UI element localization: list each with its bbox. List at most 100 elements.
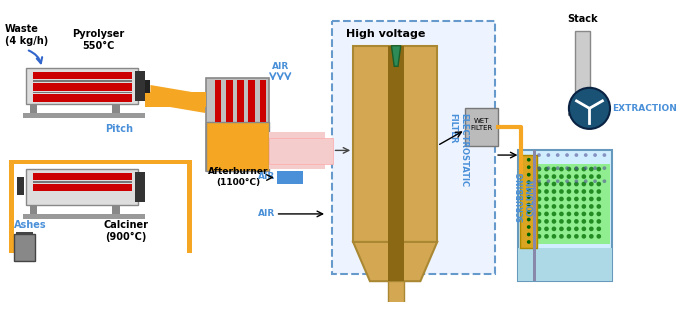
Circle shape [574,189,579,194]
Bar [249,80,255,122]
Circle shape [559,174,564,179]
Bar [26,68,139,104]
Circle shape [581,197,586,201]
Text: WET
FILTER: WET FILTER [470,118,492,131]
Circle shape [544,204,549,209]
Circle shape [581,167,586,171]
Text: SCRUBBING
COLUMN: SCRUBBING COLUMN [516,172,536,222]
Circle shape [581,212,586,216]
Text: Stack: Stack [568,14,598,24]
Circle shape [589,182,593,186]
Bar [26,169,139,205]
Circle shape [584,179,587,183]
Circle shape [566,197,571,201]
Circle shape [581,204,586,209]
Text: EXTRACTION: EXTRACTION [612,104,677,113]
Bar [23,214,145,219]
Circle shape [536,167,541,171]
Circle shape [544,189,549,194]
Bar [206,77,269,171]
Bar [33,72,132,79]
Bar [269,132,325,169]
Text: Waste
(4 kg/h): Waste (4 kg/h) [5,24,48,46]
Circle shape [556,179,559,183]
Circle shape [596,234,601,239]
Bar [33,173,132,180]
Circle shape [593,153,597,157]
Circle shape [551,212,556,216]
Text: AIR: AIR [258,209,276,218]
Circle shape [537,166,541,170]
Circle shape [537,153,541,157]
Circle shape [574,219,579,224]
Bar [145,80,151,93]
Bar [581,91,592,108]
Bar [33,184,132,192]
Bar [388,281,405,305]
Circle shape [551,174,556,179]
Circle shape [527,240,530,244]
Bar [465,108,498,146]
Bar [30,104,37,113]
Circle shape [559,234,564,239]
Circle shape [581,227,586,231]
Bar [259,80,266,122]
Bar [33,181,132,183]
Circle shape [574,227,579,231]
Circle shape [589,219,593,224]
Circle shape [581,182,586,186]
Circle shape [544,197,549,201]
Circle shape [596,197,601,201]
Circle shape [551,219,556,224]
Circle shape [565,179,569,183]
Circle shape [544,182,549,186]
Bar [215,80,221,122]
Bar [331,22,495,274]
Circle shape [536,197,541,201]
Circle shape [566,174,571,179]
Circle shape [574,212,579,216]
Text: Ashes: Ashes [14,221,47,231]
Circle shape [596,204,601,209]
Circle shape [527,158,530,162]
Circle shape [589,174,593,179]
Polygon shape [353,242,437,281]
Circle shape [544,227,549,231]
Circle shape [566,212,571,216]
Text: Pitch: Pitch [105,124,134,134]
Circle shape [589,204,593,209]
Circle shape [527,188,530,192]
Bar [135,172,145,202]
Polygon shape [151,85,206,113]
Circle shape [536,174,541,179]
Circle shape [536,204,541,209]
Bar [187,160,191,253]
Polygon shape [391,46,401,66]
Circle shape [536,189,541,194]
Text: ELECTROSTATIC
FILTER: ELECTROSTATIC FILTER [448,113,468,188]
Bar [388,46,405,242]
Bar [10,160,191,164]
Bar [579,108,591,119]
Circle shape [536,212,541,216]
Circle shape [559,212,564,216]
Circle shape [566,189,571,194]
Circle shape [602,179,606,183]
Circle shape [551,182,556,186]
Circle shape [551,167,556,171]
Circle shape [556,153,559,157]
Circle shape [589,212,593,216]
Circle shape [527,180,530,184]
Circle shape [596,212,601,216]
Circle shape [574,167,579,171]
Text: Pyrolyser
550°C: Pyrolyser 550°C [72,29,124,51]
Bar [33,91,132,93]
Circle shape [547,179,550,183]
Circle shape [574,182,579,186]
Circle shape [544,167,549,171]
Circle shape [593,179,597,183]
Bar [112,104,120,113]
Bar [519,248,612,281]
Circle shape [547,153,550,157]
Circle shape [596,182,601,186]
